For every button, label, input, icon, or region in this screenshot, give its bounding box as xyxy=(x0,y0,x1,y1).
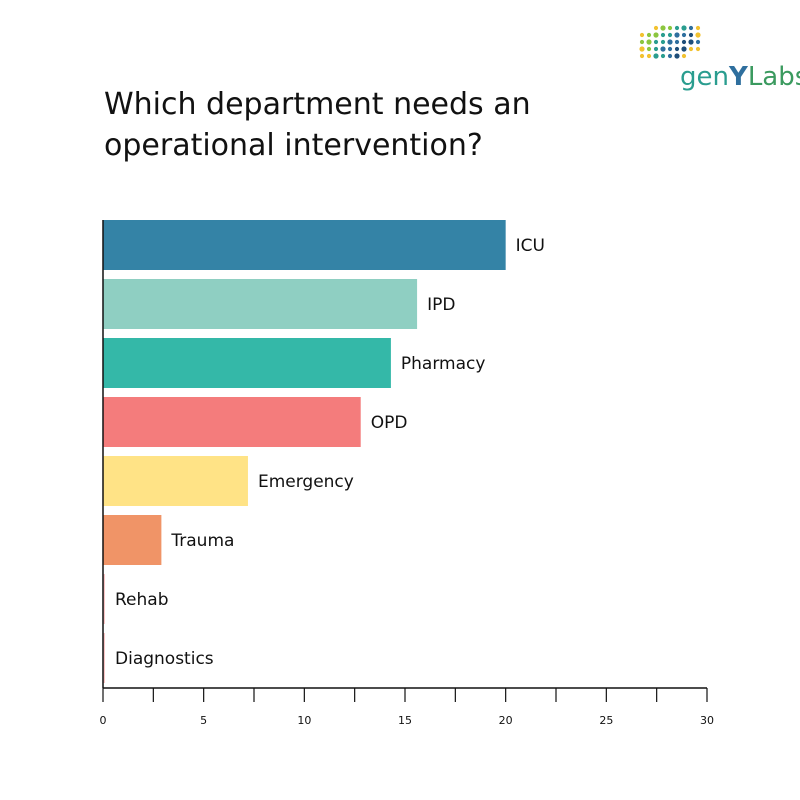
logo-dot xyxy=(681,39,687,45)
logo-dot xyxy=(681,32,687,38)
logo-dot xyxy=(681,46,687,52)
logo-dot xyxy=(646,53,652,59)
logo-dot xyxy=(667,25,673,31)
logo-dot xyxy=(660,53,666,59)
logo-dot xyxy=(646,46,652,52)
x-tick-label: 0 xyxy=(100,714,107,727)
logo-text-y: Y xyxy=(728,62,748,92)
bar-label-opd: OPD xyxy=(371,413,408,433)
bar-emergency xyxy=(103,456,248,506)
bar-rehab xyxy=(103,574,106,624)
bar-label-icu: ICU xyxy=(516,236,545,256)
bar-label-diagnostics: Diagnostics xyxy=(115,649,214,669)
logo-dot xyxy=(653,32,659,38)
x-tick-label: 30 xyxy=(700,714,714,727)
logo-dot xyxy=(667,46,673,52)
logo-dot xyxy=(674,32,680,38)
logo-dot xyxy=(695,32,701,38)
x-tick-label: 25 xyxy=(599,714,613,727)
bar-label-rehab: Rehab xyxy=(115,590,169,610)
bar-label-emergency: Emergency xyxy=(258,472,354,492)
genylabs-logo: genYLabs xyxy=(636,22,800,92)
logo-dot xyxy=(681,53,687,59)
bar-icu xyxy=(103,220,506,270)
logo-dot xyxy=(695,46,701,52)
logo-wordmark: genYLabs xyxy=(680,62,800,92)
logo-dot xyxy=(639,46,645,52)
logo-dot xyxy=(674,39,680,45)
logo-dot xyxy=(667,39,673,45)
bar-diagnostics xyxy=(103,633,106,683)
x-tick-label: 10 xyxy=(297,714,311,727)
logo-dot xyxy=(688,32,694,38)
chart-title: Which department needs an operational in… xyxy=(104,87,531,163)
logo-dot xyxy=(639,53,645,59)
logo-dot xyxy=(639,32,645,38)
logo-text-labs: Labs xyxy=(747,62,800,92)
logo-dot xyxy=(646,39,652,45)
logo-dot xyxy=(660,46,666,52)
bar-trauma xyxy=(103,515,162,565)
logo-dot xyxy=(653,25,659,31)
logo-dot xyxy=(660,32,666,38)
logo-dot xyxy=(660,25,666,31)
bar-label-trauma: Trauma xyxy=(170,531,234,551)
logo-dot xyxy=(674,25,680,31)
logo-dot xyxy=(653,39,659,45)
bar-label-pharmacy: Pharmacy xyxy=(401,354,486,374)
logo-dots-icon xyxy=(639,25,701,59)
logo-dot xyxy=(681,25,687,31)
logo-dot xyxy=(667,32,673,38)
logo-dot xyxy=(688,25,694,31)
x-tick-label: 5 xyxy=(200,714,207,727)
logo-text-gen: gen xyxy=(680,62,729,92)
logo-dot xyxy=(674,53,680,59)
logo-dot xyxy=(674,46,680,52)
bar-ipd xyxy=(103,279,418,329)
x-tick-label: 15 xyxy=(398,714,412,727)
bar-pharmacy xyxy=(103,338,391,388)
logo-dot xyxy=(660,39,666,45)
logo-dot xyxy=(653,53,659,59)
logo-dot xyxy=(653,46,659,52)
bar-label-ipd: IPD xyxy=(427,295,455,315)
logo-dot xyxy=(639,39,645,45)
logo-dot xyxy=(646,32,652,38)
logo-dot xyxy=(695,25,701,31)
x-tick-label: 20 xyxy=(499,714,513,727)
logo-dot xyxy=(688,46,694,52)
logo-dot xyxy=(667,53,673,59)
bar-opd xyxy=(103,397,361,447)
logo-dot xyxy=(695,39,701,45)
logo-dot xyxy=(688,39,694,45)
